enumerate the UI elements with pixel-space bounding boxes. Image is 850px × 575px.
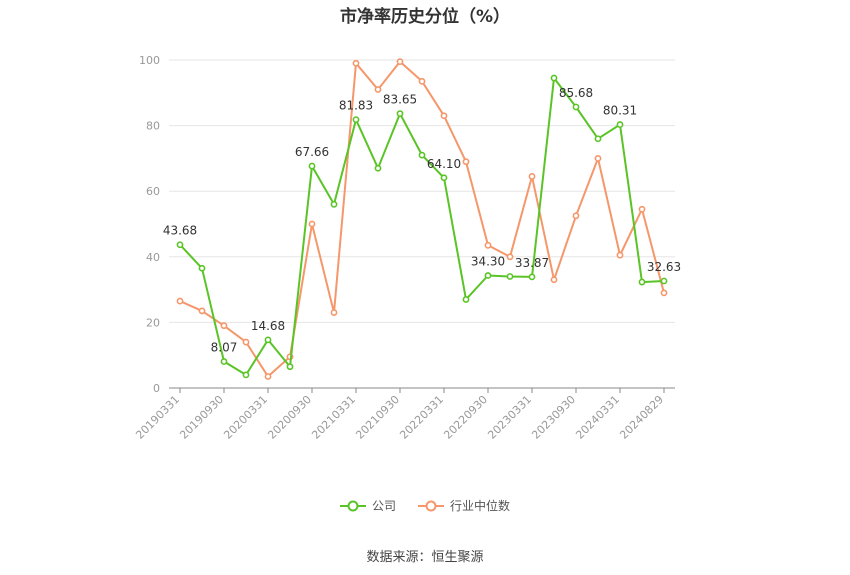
x-tick-label: 20240829 (617, 393, 666, 442)
x-tick-label: 20210930 (353, 393, 402, 442)
legend-label: 行业中位数 (450, 499, 511, 513)
data-point (528, 273, 536, 281)
data-label: 34.30 (471, 254, 505, 268)
data-point (506, 253, 514, 261)
data-point (352, 116, 360, 123)
data-point (638, 278, 646, 286)
data-point (308, 162, 316, 170)
x-tick-label: 20210331 (309, 393, 358, 442)
y-tick-label: 0 (153, 382, 160, 395)
data-point (616, 121, 624, 128)
data-point (660, 277, 668, 285)
data-point (330, 200, 338, 208)
data-label: 14.68 (251, 319, 285, 333)
data-point (506, 273, 514, 280)
data-point (242, 371, 250, 379)
data-point (550, 74, 558, 82)
x-tick-label: 20220331 (397, 393, 446, 442)
data-label: 43.68 (163, 224, 197, 238)
data-labels: 43.68 8.07 14.68 67.66 81.83 83.65 64.10 34.30 3… (163, 86, 681, 355)
x-tick-label: 20190331 (133, 393, 182, 442)
data-label: 64.10 (427, 157, 461, 171)
data-point (264, 336, 272, 344)
legend-swatch-icon (339, 500, 366, 511)
grid-lines (169, 59, 675, 323)
x-tick-label: 20190930 (177, 393, 226, 442)
data-point (462, 158, 470, 166)
data-point (242, 338, 250, 346)
data-point (484, 241, 492, 249)
y-tick-label: 80 (146, 120, 160, 133)
data-point (594, 154, 602, 162)
data-label: 32.63 (647, 260, 681, 274)
data-point (220, 322, 228, 330)
legend-label: 公司 (371, 499, 396, 513)
data-point (264, 373, 272, 380)
data-point (220, 358, 228, 365)
x-tick-label: 20200331 (221, 393, 270, 442)
data-point (176, 241, 184, 249)
data-point (352, 59, 360, 67)
data-point (374, 86, 382, 93)
source-note: 数据来源：恒生聚源 (366, 550, 484, 565)
data-point (550, 276, 558, 284)
x-tick-label: 20230930 (529, 393, 578, 442)
data-point (308, 220, 316, 228)
data-label: 8.07 (211, 341, 238, 355)
data-point (440, 112, 448, 120)
data-label: 81.83 (339, 99, 373, 113)
x-tick-label: 20220930 (441, 393, 490, 442)
legend-swatch-icon (418, 500, 444, 511)
legend-item-company[interactable]: 公司 (339, 497, 396, 514)
data-point (440, 174, 448, 182)
data-point (638, 205, 646, 213)
data-point (396, 58, 404, 66)
y-tick-label: 60 (146, 185, 160, 198)
data-label: 85.68 (559, 86, 593, 100)
data-point (396, 110, 404, 118)
data-point (176, 297, 184, 305)
data-point (594, 135, 602, 143)
legend: 公司 行业中位数 (0, 497, 850, 514)
data-point (418, 77, 426, 85)
data-point (330, 309, 338, 316)
data-point (418, 151, 426, 159)
data-point (198, 307, 206, 315)
data-label: 80.31 (603, 104, 637, 118)
chart-title: 市净率历史分位（%） (339, 7, 511, 27)
data-point (528, 173, 536, 180)
data-point (484, 272, 492, 279)
y-tick-label: 100 (139, 54, 160, 67)
data-point (286, 363, 294, 371)
y-tick-label: 20 (146, 316, 160, 329)
data-point (616, 251, 624, 259)
x-tick-label: 20240331 (573, 393, 622, 442)
x-tick-label: 20230331 (485, 393, 534, 442)
data-label: 83.65 (383, 93, 417, 107)
series-lines (176, 58, 668, 380)
x-tick-label: 20200930 (265, 393, 314, 442)
data-point (572, 103, 580, 111)
y-tick-label: 40 (146, 251, 160, 264)
data-point (198, 264, 206, 272)
axes: 0 20 40 60 80 100 2019033120190930202003312020… (133, 54, 675, 442)
data-point (462, 296, 470, 303)
data-point (374, 164, 382, 172)
data-label: 67.66 (295, 145, 329, 159)
data-label: 33.87 (515, 256, 549, 270)
legend-item-industry-median[interactable]: 行业中位数 (418, 497, 510, 514)
data-point (660, 289, 668, 297)
data-point (572, 212, 580, 220)
